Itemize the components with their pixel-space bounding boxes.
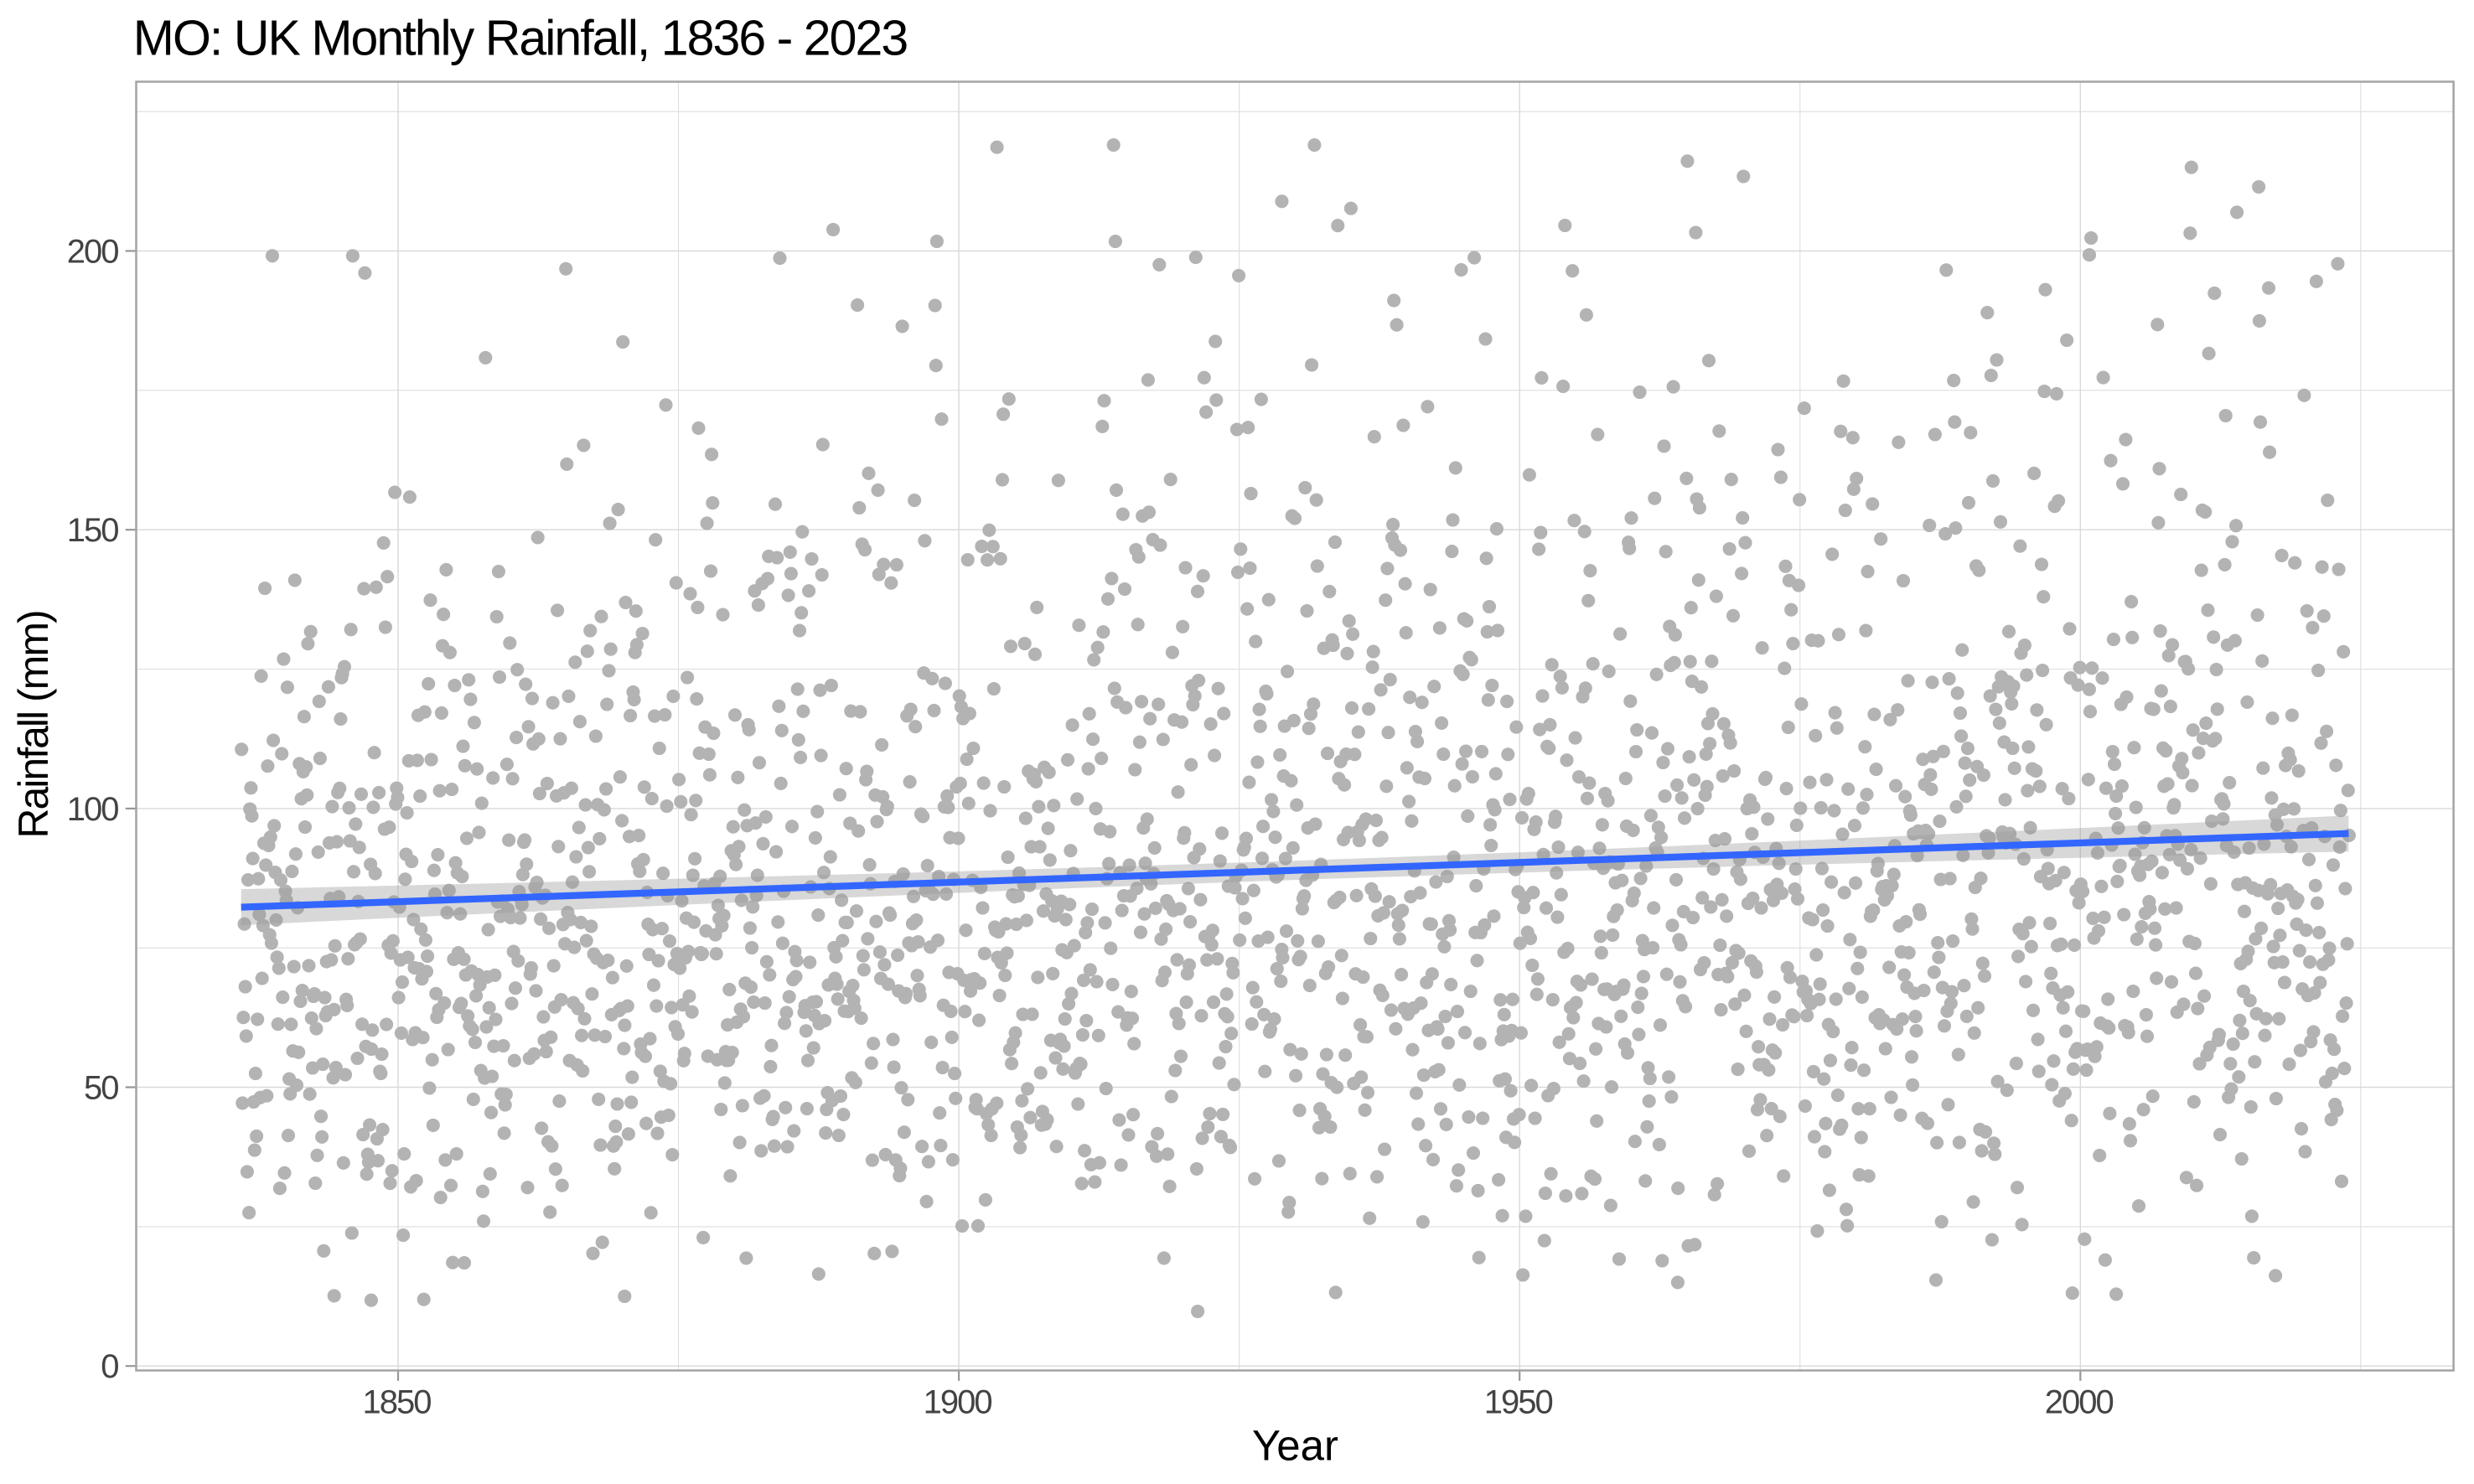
svg-text:0: 0 [101, 1348, 118, 1385]
svg-text:MO: UK Monthly Rainfall, 1836: MO: UK Monthly Rainfall, 1836 - 2023 [133, 11, 908, 66]
svg-text:200: 200 [67, 234, 118, 271]
svg-text:150: 150 [67, 512, 118, 549]
svg-text:2000: 2000 [2045, 1384, 2114, 1421]
svg-text:Rainfall (mm): Rainfall (mm) [10, 611, 57, 838]
svg-text:1900: 1900 [924, 1384, 992, 1421]
svg-text:50: 50 [84, 1070, 118, 1107]
svg-text:1850: 1850 [363, 1384, 432, 1421]
svg-text:100: 100 [67, 791, 118, 828]
svg-text:Year: Year [1252, 1422, 1338, 1470]
svg-text:1950: 1950 [1484, 1384, 1553, 1421]
